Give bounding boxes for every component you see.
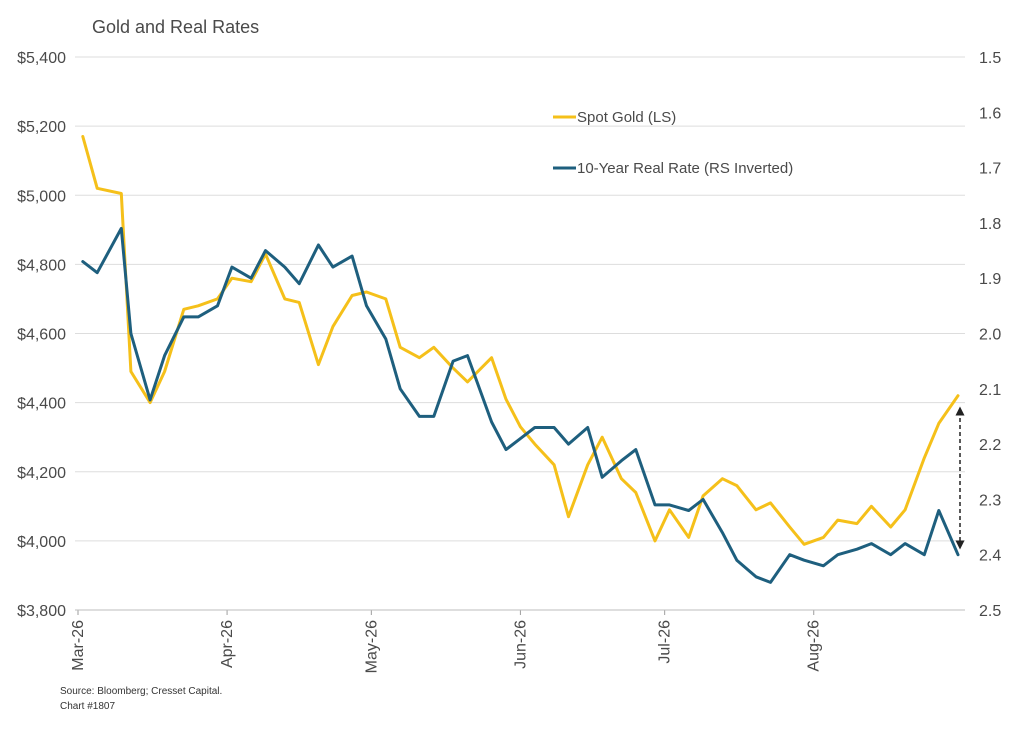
series-layer xyxy=(81,135,960,584)
chart-number: Chart #1807 xyxy=(60,701,115,712)
legend-label-real-rate: 10-Year Real Rate (RS Inverted) xyxy=(577,160,793,177)
y-left-tick-label: $4,600 xyxy=(17,327,66,344)
x-tick-label: Jul-26 xyxy=(657,620,674,664)
series-line-real-rate xyxy=(81,226,960,584)
y-right-tick-label: 1.5 xyxy=(979,50,1001,67)
legend-label-spot-gold: Spot Gold (LS) xyxy=(577,109,676,126)
y-left-tick-label: $5,400 xyxy=(17,50,66,67)
y-right-tick-label: 1.6 xyxy=(979,105,1001,122)
y-axis-left-ticks: $5,400 $5,200 $5,000 $4,800 $4,600 $4,400 $4,2… xyxy=(17,50,66,620)
y-right-tick-label: 1.9 xyxy=(979,271,1001,288)
x-tick-label: May-26 xyxy=(363,620,380,673)
y-left-tick-label: $4,000 xyxy=(17,534,66,551)
y-right-tick-label: 2.2 xyxy=(979,437,1001,454)
y-right-tick-label: 2.1 xyxy=(979,382,1001,399)
y-axis-right-ticks: 1.5 1.6 1.7 1.8 1.9 2.0 2.1 2.2 2.3 2.4 2.5 xyxy=(979,50,1001,620)
y-right-tick-label: 1.7 xyxy=(979,161,1001,178)
x-tick-label: Apr-26 xyxy=(219,620,236,668)
y-right-tick-label: 2.5 xyxy=(979,603,1001,620)
series-line-spot-gold xyxy=(81,135,960,546)
y-right-tick-label: 2.4 xyxy=(979,548,1001,565)
x-axis-ticks: Mar-26 Apr-26 May-26 Jun-26 Jul-26 Aug-26 xyxy=(70,610,823,673)
legend: Spot Gold (LS) 10-Year Real Rate (RS Inv… xyxy=(553,109,793,177)
y-left-tick-label: $4,400 xyxy=(17,396,66,413)
y-left-tick-label: $3,800 xyxy=(17,603,66,620)
y-left-tick-label: $4,200 xyxy=(17,465,66,482)
y-left-tick-label: $5,200 xyxy=(17,119,66,136)
y-right-tick-label: 2.0 xyxy=(979,327,1001,344)
y-right-tick-label: 2.3 xyxy=(979,492,1001,509)
source-note: Source: Bloomberg; Cresset Capital. xyxy=(60,686,222,697)
x-tick-label: Jun-26 xyxy=(512,620,529,669)
y-left-tick-label: $4,800 xyxy=(17,257,66,274)
x-tick-label: Aug-26 xyxy=(806,620,823,672)
x-tick-label: Mar-26 xyxy=(70,620,87,671)
chart-title: Gold and Real Rates xyxy=(92,17,259,37)
y-right-tick-label: 1.8 xyxy=(979,216,1001,233)
y-left-tick-label: $5,000 xyxy=(17,188,66,205)
gridlines xyxy=(75,56,965,542)
